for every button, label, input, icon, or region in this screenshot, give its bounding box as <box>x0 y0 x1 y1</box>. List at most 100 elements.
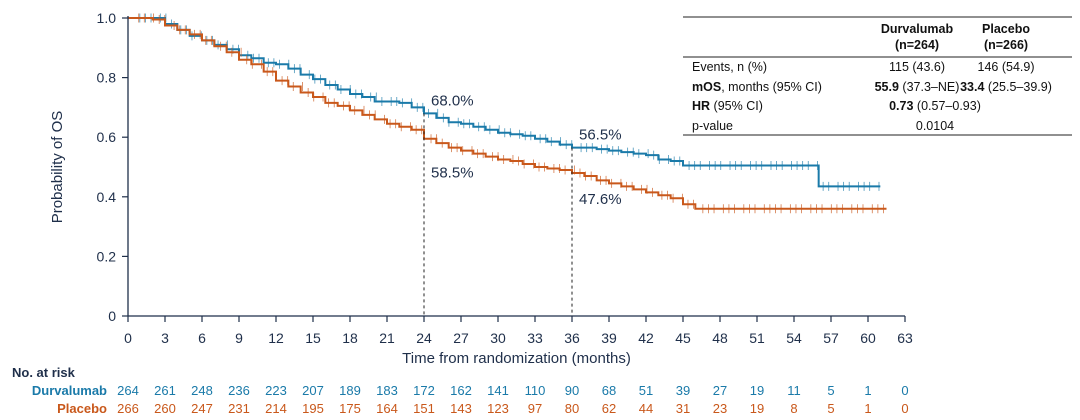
x-tick-label: 6 <box>198 330 206 346</box>
risk-count: 19 <box>750 383 764 398</box>
x-tick-label: 33 <box>527 330 543 346</box>
risk-count: 248 <box>191 383 213 398</box>
table-col-header-name: Durvalumab <box>881 22 954 36</box>
risk-count: 172 <box>413 383 435 398</box>
risk-count: 223 <box>265 383 287 398</box>
risk-count: 260 <box>154 401 176 416</box>
landmark-label-placebo-24: 58.5% <box>431 165 474 182</box>
x-axis-title: Time from randomization (months) <box>402 350 631 367</box>
risk-count: 0 <box>901 383 908 398</box>
y-tick-label: 1.0 <box>97 10 117 26</box>
x-tick-label: 15 <box>305 330 321 346</box>
y-tick-label: 0.6 <box>97 129 117 145</box>
risk-count: 264 <box>117 383 139 398</box>
landmark-annotations: 68.0% 58.5% 56.5% 47.6% <box>423 92 622 316</box>
risk-count: 68 <box>602 383 616 398</box>
risk-count: 97 <box>528 401 542 416</box>
x-tick-label: 63 <box>897 330 913 346</box>
x-tick-label: 18 <box>342 330 358 346</box>
x-tick-label: 3 <box>161 330 169 346</box>
risk-count: 266 <box>117 401 139 416</box>
table-row-value-durvalumab: 55.9 (37.3–NE) <box>875 80 960 94</box>
risk-count: 19 <box>750 401 764 416</box>
risk-count: 175 <box>339 401 361 416</box>
x-tick-label: 24 <box>416 330 432 346</box>
x-tick-label: 60 <box>860 330 876 346</box>
table-col-header-n: (n=264) <box>895 38 939 52</box>
y-tick-label: 0.8 <box>97 70 117 86</box>
table-col-header-name: Placebo <box>982 22 1030 36</box>
y-tick-label: 0.2 <box>97 248 117 264</box>
censor-marks-placebo <box>138 13 884 214</box>
table-row-value: 0.73 (0.57–0.93) <box>889 99 981 113</box>
survival-curves <box>128 13 887 214</box>
risk-count: 44 <box>639 401 653 416</box>
risk-count: 195 <box>302 401 324 416</box>
x-tick-label: 30 <box>490 330 506 346</box>
risk-count: 231 <box>228 401 250 416</box>
risk-count: 23 <box>713 401 727 416</box>
risk-count: 0 <box>901 401 908 416</box>
x-tick-label: 54 <box>786 330 802 346</box>
risk-count: 5 <box>827 401 834 416</box>
risk-count: 31 <box>676 401 690 416</box>
risk-row-label-placebo: Placebo <box>57 401 107 416</box>
number-at-risk-table: No. at risk Durvalumab 264 261 248 236 223 207 1… <box>12 365 909 416</box>
series-line-durvalumab <box>128 17 881 188</box>
x-tick-label: 42 <box>638 330 654 346</box>
risk-count: 1 <box>864 401 871 416</box>
x-tick-label: 27 <box>453 330 469 346</box>
risk-count: 5 <box>827 383 834 398</box>
x-tick-label: 51 <box>749 330 765 346</box>
summary-table: Durvalumab (n=264) Placebo (n=266) Events, n… <box>683 16 1072 136</box>
x-tick-label: 21 <box>379 330 395 346</box>
table-row-label: mOS, months (95% CI) <box>692 80 822 94</box>
risk-count: 164 <box>376 401 398 416</box>
risk-count: 151 <box>413 401 435 416</box>
risk-count: 27 <box>713 383 727 398</box>
risk-count: 214 <box>265 401 287 416</box>
risk-count: 183 <box>376 383 398 398</box>
risk-count: 8 <box>790 401 797 416</box>
risk-count: 236 <box>228 383 250 398</box>
censor-marks-durvalumab <box>139 13 880 191</box>
x-tick-label: 36 <box>564 330 580 346</box>
risk-row-label-durvalumab: Durvalumab <box>32 383 107 398</box>
table-col-header-n: (n=266) <box>984 38 1028 52</box>
risk-count: 51 <box>639 383 653 398</box>
table-row-value-placebo: 33.4 (25.5–39.9) <box>960 80 1052 94</box>
landmark-label-durvalumab-36: 56.5% <box>579 127 622 144</box>
risk-count: 1 <box>864 383 871 398</box>
table-row-label: HR (95% CI) <box>692 99 763 113</box>
table-row-label: Events, n (%) <box>692 60 767 74</box>
x-tick-label: 48 <box>712 330 728 346</box>
risk-count: 39 <box>676 383 690 398</box>
x-tick-label: 9 <box>235 330 243 346</box>
risk-count: 123 <box>487 401 509 416</box>
x-tick-label: 39 <box>601 330 617 346</box>
x-tick-label: 0 <box>124 330 132 346</box>
risk-count: 261 <box>154 383 176 398</box>
x-tick-label: 12 <box>268 330 284 346</box>
table-row-value: 0.0104 <box>916 119 954 133</box>
y-tick-label: 0.4 <box>97 189 117 205</box>
risk-count: 189 <box>339 383 361 398</box>
risk-count: 162 <box>450 383 472 398</box>
landmark-label-durvalumab-24: 68.0% <box>431 92 474 109</box>
risk-count: 143 <box>450 401 472 416</box>
risk-count: 80 <box>565 401 579 416</box>
axes: 00.20.40.60.81.00 3 6 9 12 15 18 21 24 27 30 33 36 39… <box>49 10 913 367</box>
risk-count: 247 <box>191 401 213 416</box>
risk-count: 110 <box>525 383 546 398</box>
table-row-label: p-value <box>692 119 733 133</box>
table-row-value-placebo: 146 (54.9) <box>978 60 1035 74</box>
x-tick-label: 45 <box>675 330 691 346</box>
risk-count: 207 <box>302 383 324 398</box>
risk-table-title: No. at risk <box>12 365 76 380</box>
risk-count: 62 <box>602 401 616 416</box>
y-axis-title: Probability of OS <box>49 111 66 224</box>
risk-count: 90 <box>565 383 579 398</box>
x-tick-label: 57 <box>823 330 839 346</box>
y-tick-label: 0 <box>108 308 116 324</box>
